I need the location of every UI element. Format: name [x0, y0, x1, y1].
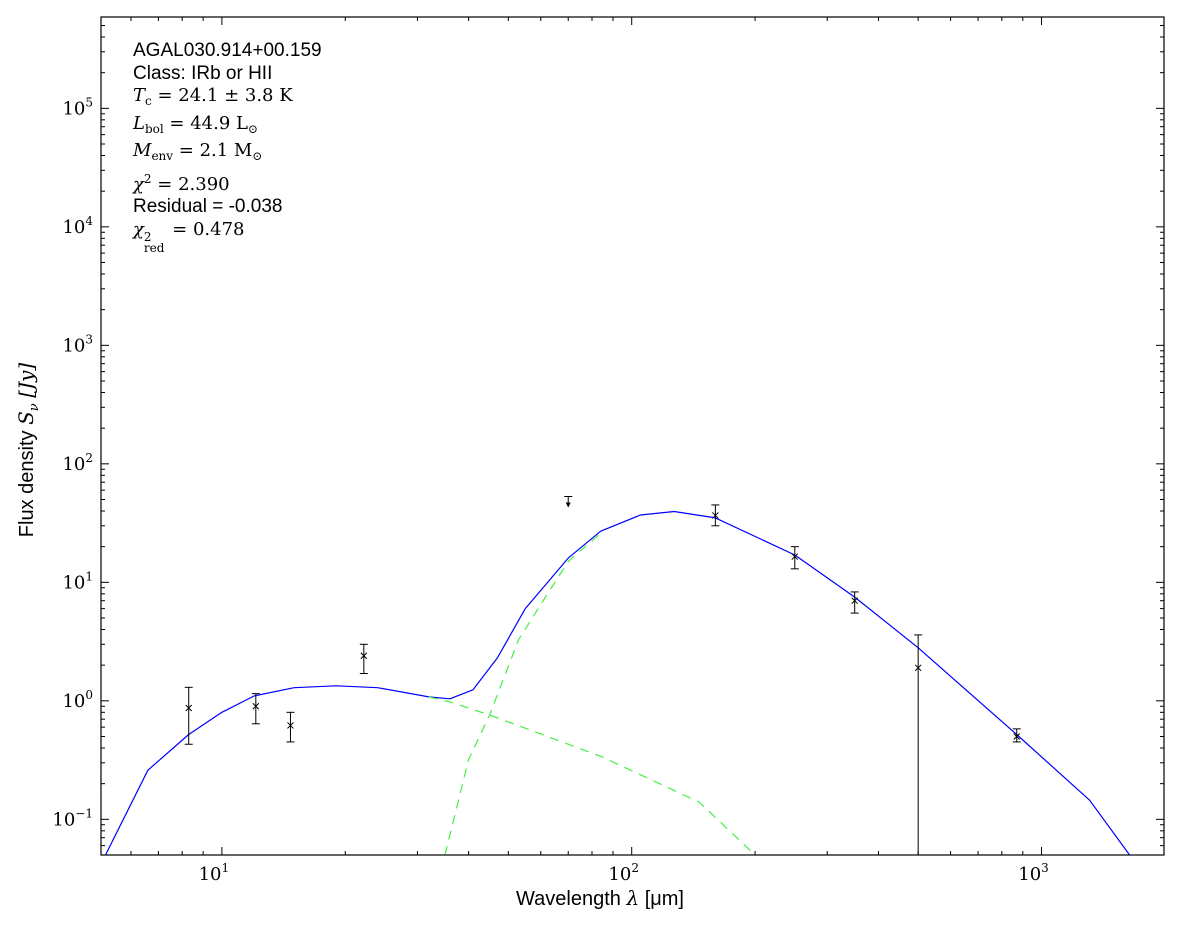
- series-line-total-model: [104, 510, 1131, 855]
- residual: Residual = -0.038: [133, 196, 283, 217]
- annotation-block: AGAL030.914+00.159 Class: IRb or HII Tc …: [133, 40, 322, 254]
- data-point: [286, 711, 295, 743]
- point-marker: [1013, 733, 1021, 740]
- data-point: [184, 686, 193, 745]
- point-marker: [252, 702, 260, 710]
- axis-ticks: [101, 17, 1164, 856]
- data-point: [850, 591, 859, 614]
- data-point: [711, 504, 720, 527]
- y-tick-label: 104: [62, 214, 93, 238]
- series-line-warm-component: [428, 696, 756, 855]
- data-point: [251, 693, 260, 725]
- data-point: [790, 546, 799, 570]
- y-tick-label: 105: [62, 95, 93, 119]
- x-tick-label: 102: [608, 861, 639, 885]
- plot-frame: [100, 16, 1165, 856]
- x-tick-label: 103: [1018, 861, 1049, 885]
- point-marker: [851, 597, 859, 605]
- plot-area: [104, 496, 1131, 855]
- chi-squared: χ2 = 2.390: [133, 171, 230, 195]
- data-point: [1012, 728, 1021, 743]
- point-marker: [360, 652, 368, 660]
- upper-limit-point: [564, 496, 573, 508]
- source-class: Class: IRb or HII: [133, 62, 273, 84]
- y-tick-label: 101: [62, 569, 93, 593]
- luminosity: Lbol = 44.9 L⊙: [133, 112, 259, 136]
- x-tick-label: 101: [199, 861, 230, 885]
- temperature: Tc = 24.1 ± 3.8 K: [133, 85, 293, 108]
- point-marker: [185, 704, 193, 712]
- data-point: [359, 643, 368, 675]
- source-name: AGAL030.914+00.159: [133, 40, 322, 61]
- point-marker: [712, 512, 719, 519]
- series-line-cold-component: [444, 532, 602, 855]
- point-marker: [287, 722, 294, 729]
- y-tick-label: 10−1: [52, 806, 93, 830]
- y-tick-label: 103: [62, 332, 93, 356]
- data-point: [914, 634, 923, 855]
- y-tick-label: 100: [62, 688, 93, 712]
- point-marker: [914, 664, 922, 672]
- envelope-mass: Menv = 2.1 M⊙: [133, 140, 263, 163]
- point-marker: [791, 553, 799, 560]
- y-tick-label: 102: [62, 451, 93, 475]
- y-axis-label: Flux density Sν [Jy]: [14, 362, 42, 538]
- x-axis-label: Wavelength λ [μm]: [516, 886, 684, 910]
- reduced-chi-squared: χ 2 red = 0.478: [133, 218, 245, 255]
